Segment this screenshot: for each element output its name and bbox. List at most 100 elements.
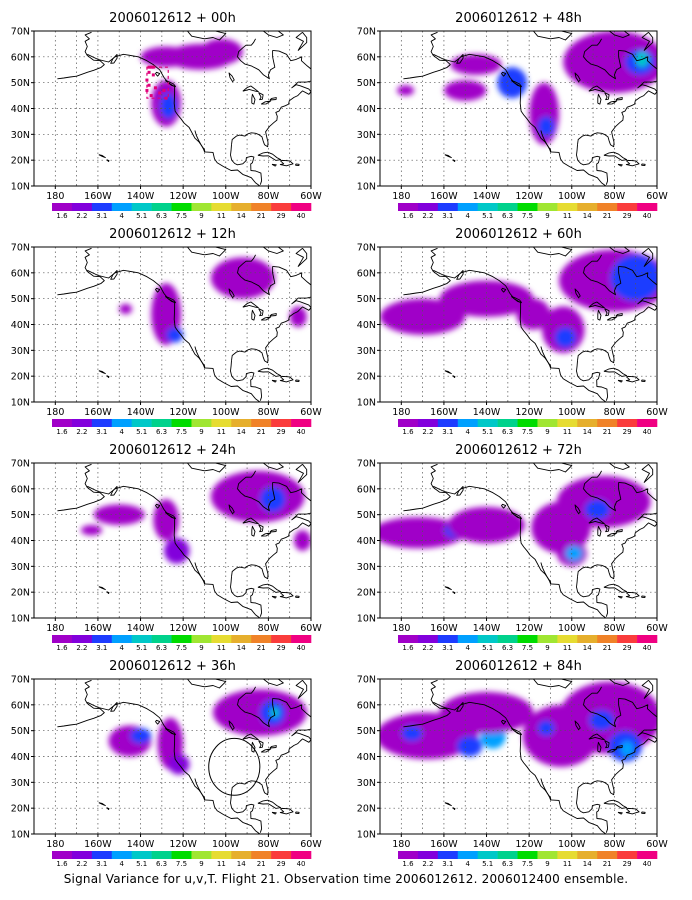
colorbar-swatch <box>577 635 598 643</box>
coastline <box>257 583 282 593</box>
colorbar-label: 5.1 <box>482 428 493 436</box>
colorbar-swatch <box>91 635 113 643</box>
coastline <box>501 71 507 77</box>
lon-tick-label: 100W <box>558 623 586 634</box>
lat-tick-label: 40N <box>11 536 30 547</box>
colorbar-label: 3.1 <box>96 644 107 652</box>
colorbar-label: 7.5 <box>176 644 187 652</box>
coastline <box>295 595 300 599</box>
coastline <box>271 379 277 383</box>
coastline <box>251 525 256 537</box>
colorbar-label: 29 <box>277 428 286 436</box>
coastline <box>295 463 308 483</box>
colorbar-swatch <box>537 635 558 643</box>
coastline <box>155 719 161 725</box>
colorbar-swatch <box>171 203 192 211</box>
lat-tick-label: 30N <box>357 346 376 357</box>
coastline <box>106 807 110 810</box>
coastline <box>422 247 451 293</box>
variance-contour <box>401 725 423 741</box>
lat-tick-label: 40N <box>357 104 376 115</box>
lat-tick-label: 20N <box>11 372 30 383</box>
variance-contour <box>563 31 657 93</box>
lat-tick-label: 30N <box>357 130 376 141</box>
colorbar-label: 40 <box>297 860 306 868</box>
coastline <box>295 163 300 167</box>
colorbar-swatch <box>597 851 618 859</box>
colorbar-swatch <box>477 203 498 211</box>
coastline <box>659 79 672 91</box>
lat-tick-label: 70N <box>357 243 376 254</box>
coastline <box>603 799 628 809</box>
colorbar-label: 6.3 <box>156 212 167 220</box>
colorbar-label: 14 <box>583 428 592 436</box>
coastline <box>87 53 261 186</box>
lat-tick-label: 50N <box>11 510 30 521</box>
colorbar-label: 40 <box>643 428 652 436</box>
lon-tick-label: 120W <box>169 407 197 418</box>
lat-tick-label: 20N <box>357 588 376 599</box>
coastline <box>606 532 618 537</box>
coastline <box>617 595 623 599</box>
colorbar-swatch <box>131 635 152 643</box>
colorbar-swatch <box>517 851 538 859</box>
colorbar-swatch <box>457 851 478 859</box>
coastline <box>577 49 657 148</box>
coastline <box>231 481 311 580</box>
lat-tick-label: 60N <box>11 700 30 711</box>
coastline <box>511 512 523 520</box>
colorbar-swatch <box>537 851 558 859</box>
coastline <box>608 247 630 254</box>
coastline <box>641 163 646 167</box>
gridlines <box>34 31 311 186</box>
colorbar-label: 6.3 <box>156 428 167 436</box>
coastline <box>165 728 177 736</box>
lon-tick-label: 100W <box>212 407 240 418</box>
map-area <box>34 679 311 834</box>
colorbar-label: 6.3 <box>502 428 513 436</box>
coastline <box>641 595 646 599</box>
colorbar-swatch <box>617 203 638 211</box>
observation-point <box>147 83 151 87</box>
variance-shading <box>397 31 657 145</box>
colorbar-label: 21 <box>603 860 612 868</box>
variance-contour <box>584 499 611 520</box>
lon-tick-label: 80W <box>258 191 280 202</box>
colorbar-label: 3.1 <box>442 644 453 652</box>
coastline <box>242 301 259 309</box>
colorbar-label: 5.1 <box>136 212 147 220</box>
lon-tick-label: 80W <box>604 407 626 418</box>
coastline <box>422 463 451 509</box>
coastlines <box>57 31 311 186</box>
lat-tick-label: 60N <box>357 268 376 279</box>
lat-tick-label: 50N <box>357 510 376 521</box>
colorbar-swatch <box>231 851 252 859</box>
colorbar-swatch <box>191 851 212 859</box>
lon-tick-label: 180 <box>392 407 410 418</box>
colorbar-label: 2.2 <box>76 860 87 868</box>
lon-tick-label: 140W <box>127 623 155 634</box>
colorbar-swatch <box>111 419 132 427</box>
colorbar-label: 2.2 <box>76 644 87 652</box>
variance-contour <box>380 298 466 335</box>
colorbar-label: 6.3 <box>502 860 513 868</box>
lon-tick-label: 80W <box>604 623 626 634</box>
lat-tick-label: 20N <box>357 156 376 167</box>
colorbar-label: 7.5 <box>176 212 187 220</box>
gridlines <box>34 463 311 618</box>
coastline <box>295 379 300 383</box>
colorbar-label: 29 <box>623 644 632 652</box>
colorbar-swatch <box>457 203 478 211</box>
colorbar-label: 9 <box>545 428 549 436</box>
coastline <box>228 504 235 515</box>
colorbar-swatch <box>557 203 578 211</box>
observation-point <box>158 91 162 95</box>
coastline <box>110 701 118 712</box>
lon-tick-label: 160W <box>84 839 112 850</box>
lat-tick-label: 70N <box>11 459 30 470</box>
lat-tick-label: 70N <box>357 27 376 38</box>
coastline <box>186 247 227 257</box>
lon-tick-label: 120W <box>169 623 197 634</box>
coastline <box>433 701 607 834</box>
lat-tick-label: 70N <box>11 675 30 686</box>
